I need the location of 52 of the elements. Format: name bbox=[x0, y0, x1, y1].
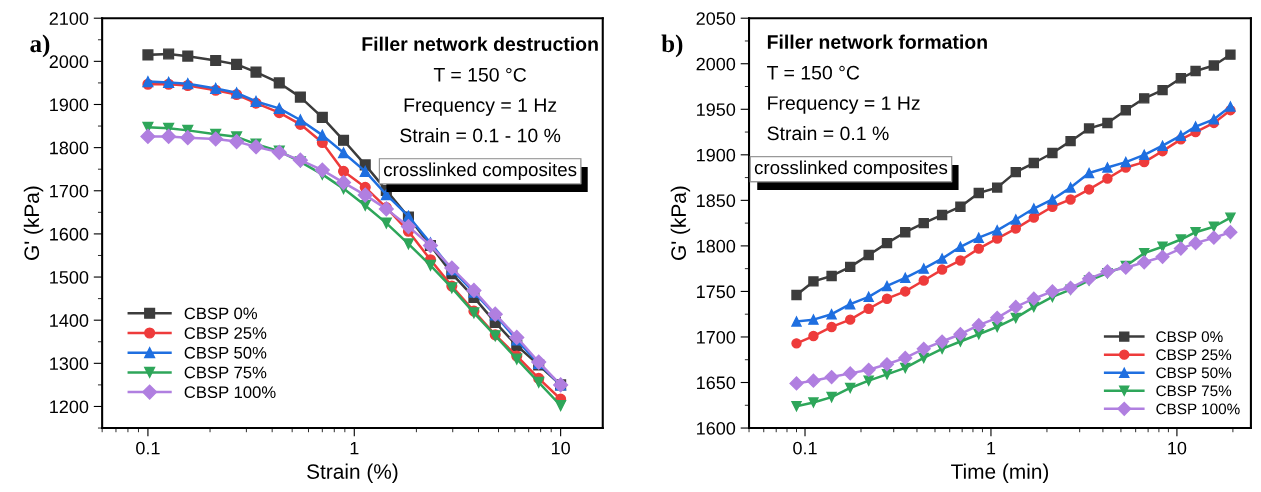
y-tick-label: 2000 bbox=[696, 57, 736, 71]
annotation: Frequency = 1 Hz bbox=[768, 96, 920, 114]
legend-label: CBSP 0% bbox=[184, 307, 258, 320]
annotation: T = 150 °C bbox=[433, 67, 527, 82]
text: b) bbox=[661, 34, 683, 58]
text: Filler network destruction bbox=[362, 36, 598, 51]
y-tick-label: 1900 bbox=[50, 98, 89, 112]
y-tick-label: 2050 bbox=[696, 12, 736, 25]
x-tick-label: 0.1 bbox=[793, 441, 817, 455]
y-tick-label: 1900 bbox=[697, 148, 736, 162]
y-tick-label: 1600 bbox=[697, 421, 736, 435]
annotation: T = 150 °C bbox=[767, 65, 860, 80]
x-axis-title: Strain (%) bbox=[307, 463, 398, 484]
y-tick-label: 1200 bbox=[50, 400, 89, 414]
y-tick-label: 1500 bbox=[50, 270, 89, 284]
y-tick-label: 1800 bbox=[697, 239, 736, 253]
y-tick-label: 1700 bbox=[697, 330, 736, 344]
x-axis-title: Time (min) bbox=[951, 463, 1049, 484]
y-tick-label: 1800 bbox=[50, 141, 89, 155]
x-tick-label: 1 bbox=[350, 441, 359, 455]
legend-label: CBSP 75% bbox=[184, 366, 267, 379]
annotation: Strain = 0.1 - 10 % bbox=[400, 128, 561, 143]
y-tick-label: 2000 bbox=[49, 55, 89, 69]
legend-label: CBSP 0% bbox=[1156, 331, 1223, 343]
legend-label: CBSP 50% bbox=[1156, 367, 1232, 379]
legend-label: CBSP 25% bbox=[184, 327, 267, 339]
x-tick-label: 10 bbox=[551, 441, 570, 455]
annotation: Frequency = 1 Hz bbox=[404, 98, 557, 116]
legend-label: CBSP 50% bbox=[184, 346, 267, 359]
x-tick-label: 0.1 bbox=[136, 441, 160, 455]
y-tick-label: 2100 bbox=[49, 12, 89, 25]
annotation: crosslinked composites bbox=[384, 162, 577, 180]
y-axis-title: G' (kPa) bbox=[670, 186, 691, 260]
x-tick-label: 10 bbox=[1168, 441, 1187, 455]
text: a) bbox=[30, 34, 50, 58]
legend-label: CBSP 100% bbox=[1156, 403, 1240, 415]
y-tick-label: 1650 bbox=[697, 376, 736, 390]
text: Filler network formation bbox=[767, 34, 987, 49]
annotation: Strain = 0.1 % bbox=[767, 125, 889, 141]
legend-label: CBSP 25% bbox=[1156, 349, 1232, 361]
y-tick-label: 1750 bbox=[697, 285, 736, 299]
legend-label: CBSP 100% bbox=[184, 386, 276, 399]
x-tick-label: 1 bbox=[987, 441, 996, 455]
y-tick-label: 1950 bbox=[697, 103, 736, 116]
annotation: crosslinked composites bbox=[754, 160, 948, 178]
y-tick-label: 1300 bbox=[50, 357, 89, 371]
y-tick-label: 1600 bbox=[50, 227, 89, 241]
y-tick-label: 1400 bbox=[50, 314, 89, 327]
legend-label: CBSP 75% bbox=[1156, 385, 1232, 397]
y-tick-label: 1700 bbox=[50, 184, 89, 198]
y-axis-title: G' (kPa) bbox=[23, 186, 44, 260]
y-tick-label: 1850 bbox=[697, 194, 736, 208]
